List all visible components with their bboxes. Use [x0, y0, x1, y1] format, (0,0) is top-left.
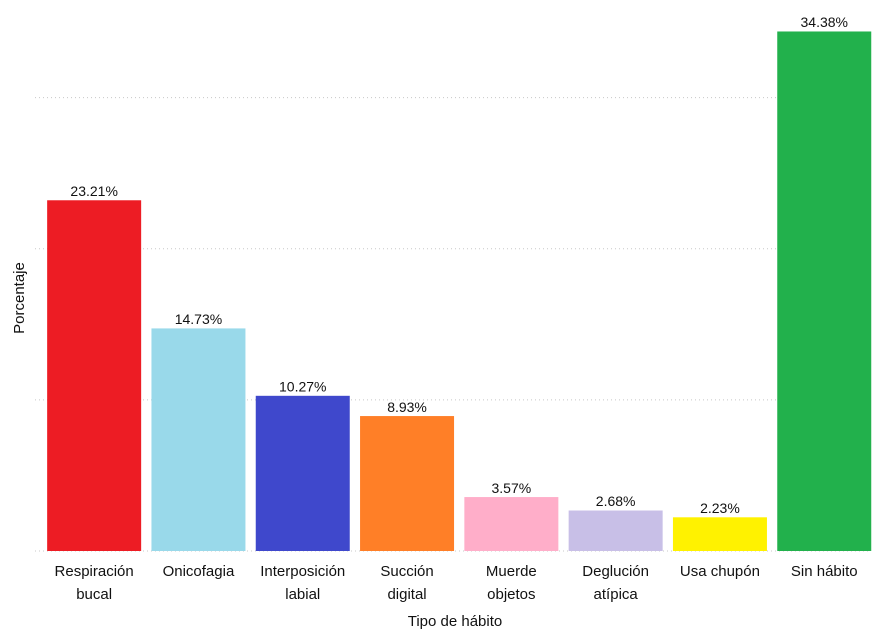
x-tick-label: labial: [285, 586, 320, 603]
value-label: 34.38%: [801, 14, 848, 30]
bar: [777, 31, 872, 552]
bar: [464, 497, 559, 551]
x-tick-label: objetos: [487, 586, 535, 603]
value-label: 10.27%: [279, 379, 326, 395]
x-axis-title: Tipo de hábito: [408, 613, 503, 630]
x-tick-label: Interposición: [260, 563, 345, 580]
value-label: 2.23%: [700, 500, 740, 516]
x-tick-label: Muerde: [486, 563, 537, 580]
x-tick-label: Respiración: [55, 563, 134, 580]
x-tick-label: Sin hábito: [791, 563, 858, 580]
x-tick-label: Deglución: [582, 563, 649, 580]
bar: [47, 200, 142, 551]
x-tick-label: Onicofagia: [163, 563, 235, 580]
x-tick-label: Succión: [380, 563, 433, 580]
y-axis-title: Porcentaje: [11, 262, 28, 334]
value-label: 8.93%: [387, 399, 427, 415]
x-tick-label: Usa chupón: [680, 563, 760, 580]
value-label: 23.21%: [70, 183, 117, 199]
x-tick-label: atípica: [594, 586, 639, 603]
bar: [672, 517, 767, 551]
value-label: 2.68%: [596, 493, 636, 509]
x-tick-label: digital: [387, 586, 426, 603]
bar: [255, 395, 350, 551]
bar: [360, 416, 455, 551]
value-label: 3.57%: [491, 480, 531, 496]
bar: [568, 510, 663, 551]
bar: [151, 328, 246, 551]
x-tick-label: bucal: [76, 586, 112, 603]
value-label: 14.73%: [175, 311, 222, 327]
